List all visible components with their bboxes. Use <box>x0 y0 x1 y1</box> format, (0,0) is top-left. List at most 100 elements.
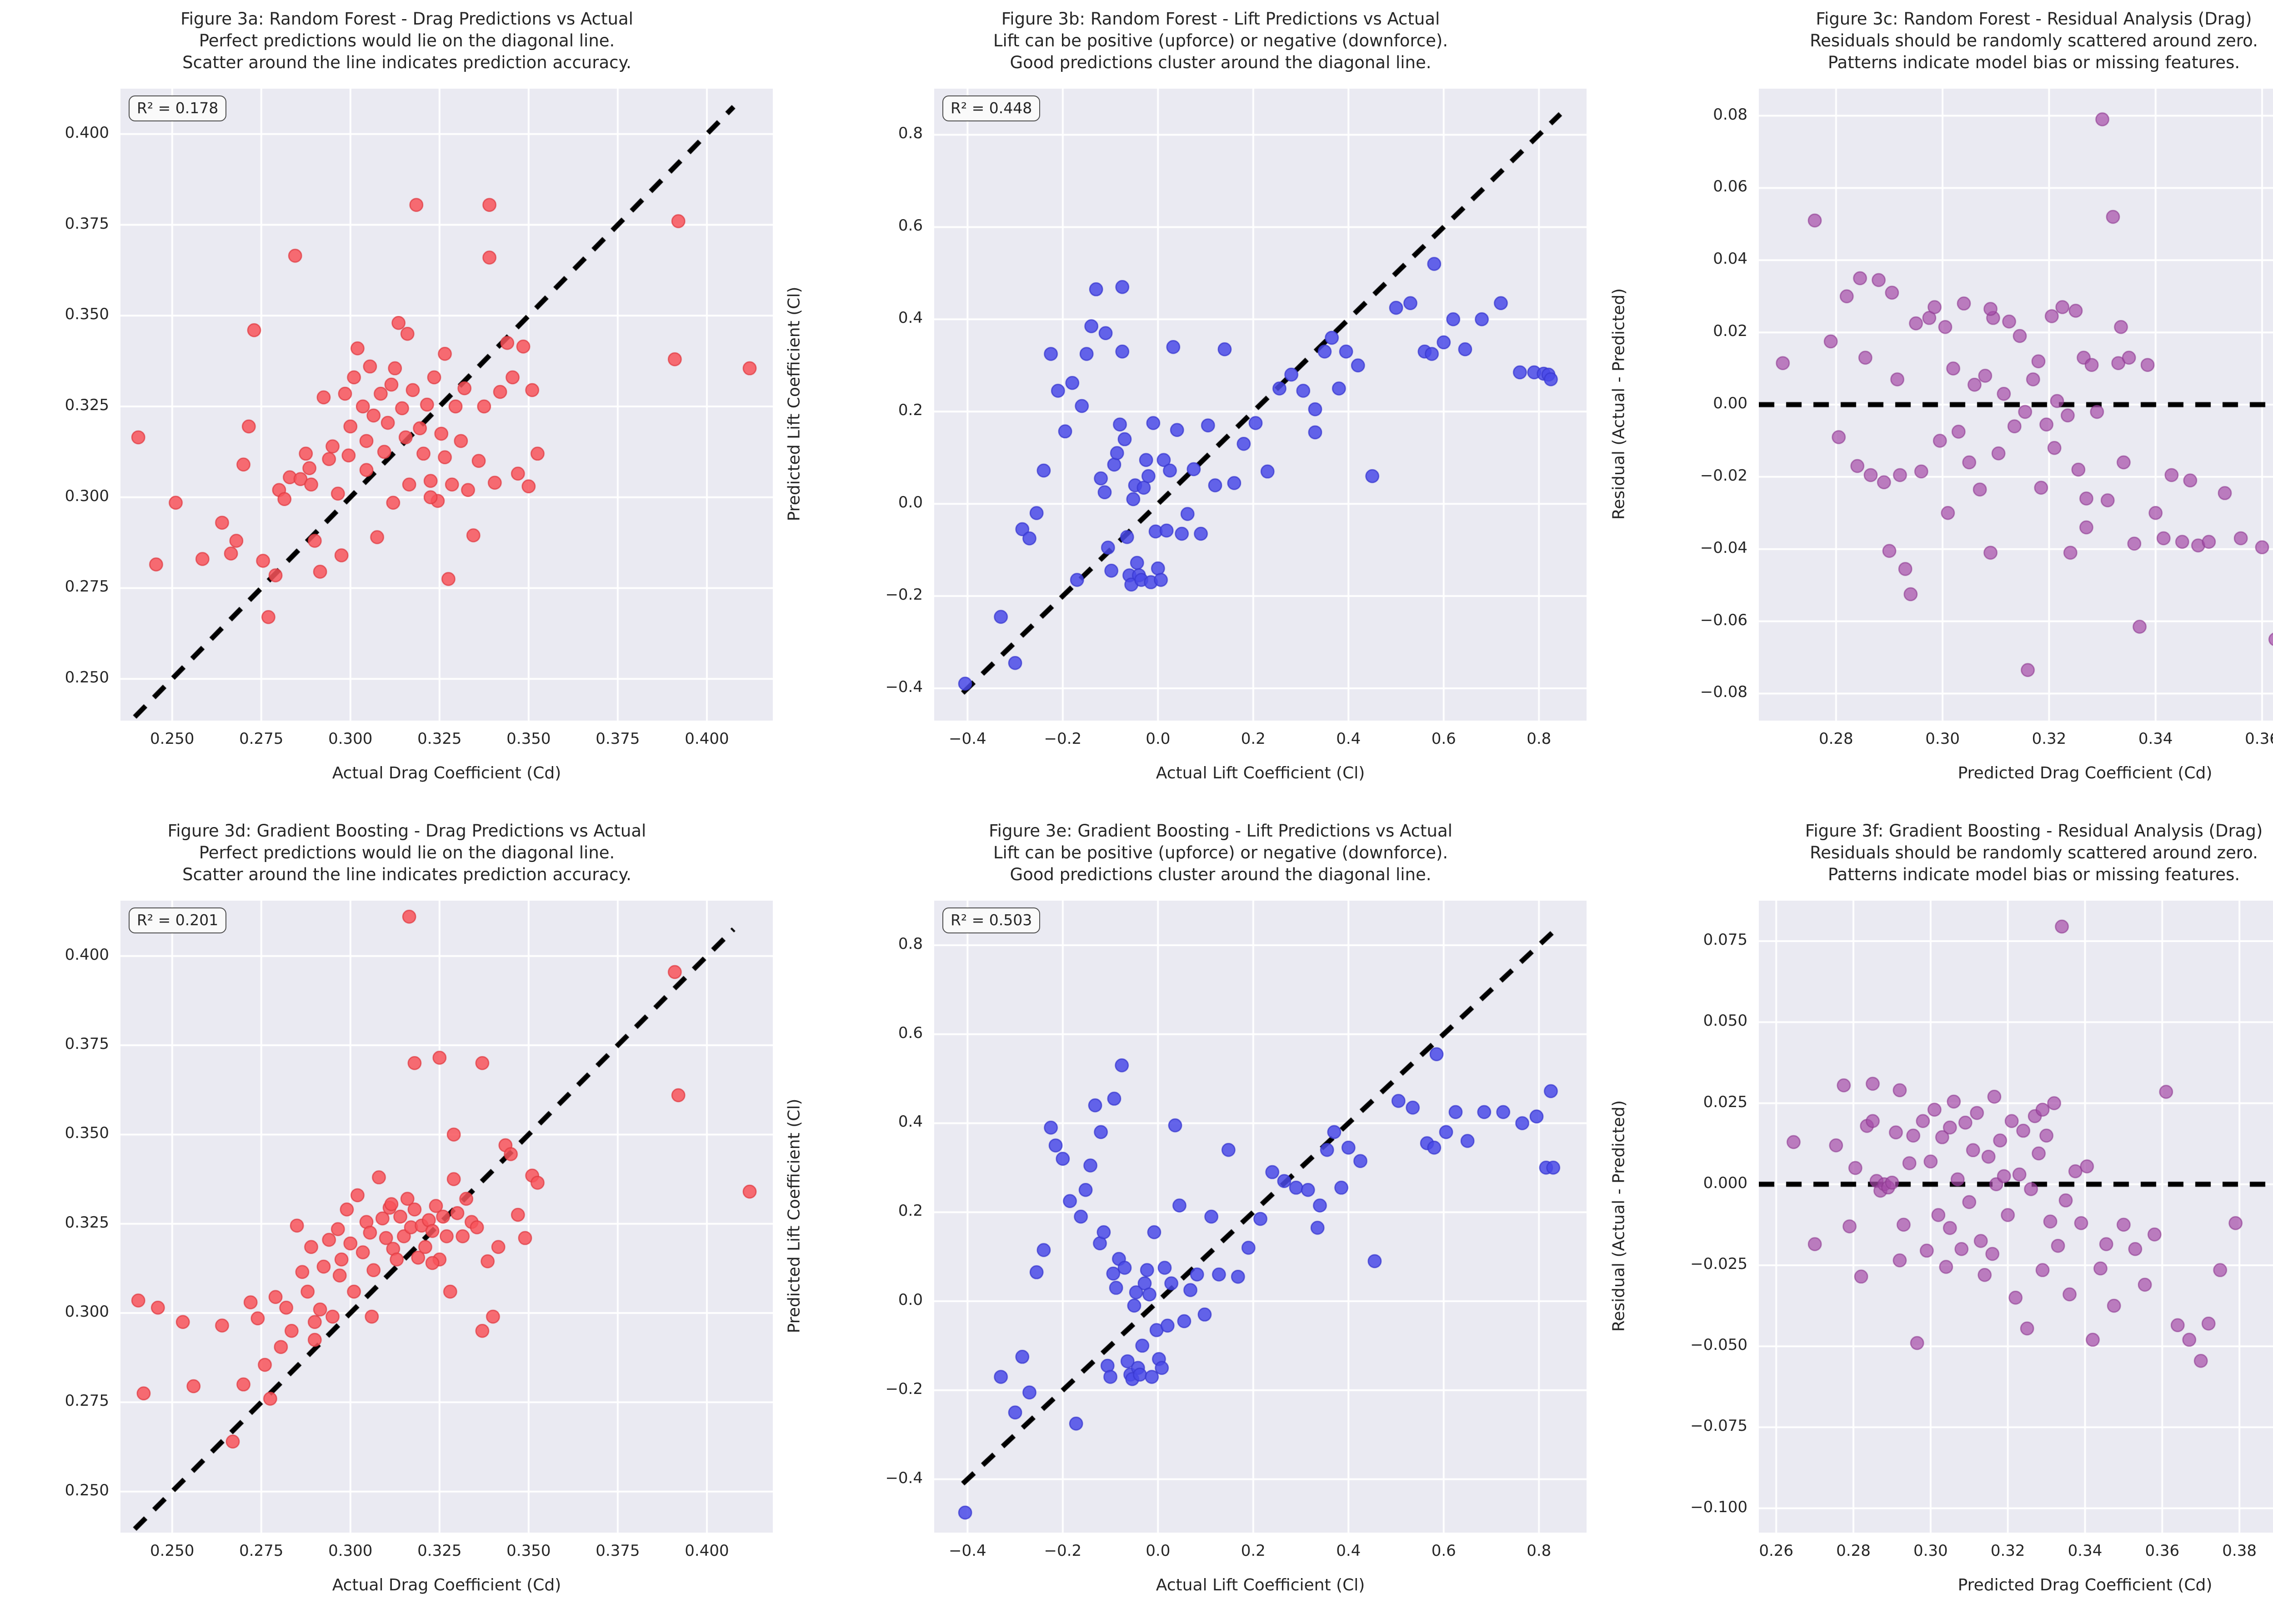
y-tick-label: 0.275 <box>65 577 109 596</box>
x-tick-label: 0.325 <box>417 730 462 748</box>
y-tick-label: 0.0 <box>898 493 923 512</box>
x-tick-label: −0.4 <box>949 730 986 748</box>
x-axis-label-fig3f: Predicted Drag Coefficient (Cd) <box>1958 1576 2213 1594</box>
x-tick-label: 0.350 <box>506 730 551 748</box>
y-tick-label: 0.4 <box>898 1113 923 1131</box>
x-tick-label: 0.4 <box>1336 1542 1361 1560</box>
y-tick-label: 0.350 <box>65 1124 109 1143</box>
y-tick-label: 0.250 <box>65 668 109 687</box>
x-tick-label: 0.0 <box>1146 1542 1171 1560</box>
panel-fig3c: Figure 3c: Random Forest - Residual Anal… <box>1610 0 2273 812</box>
y-tick-label: 0.400 <box>65 123 109 142</box>
x-tick-label: 0.32 <box>1990 1542 2025 1560</box>
x-tick-label: 0.325 <box>417 1542 462 1560</box>
y-tick-label: 0.06 <box>1713 177 1747 196</box>
panel-title-fig3d: Figure 3d: Gradient Boosting - Drag Pred… <box>167 821 646 885</box>
y-tick-label: 0.300 <box>65 1303 109 1321</box>
x-tick-label: 0.0 <box>1146 730 1171 748</box>
x-tick-label: 0.28 <box>1818 730 1853 748</box>
x-tick-label: 0.400 <box>685 1542 729 1560</box>
y-tick-label: 0.08 <box>1713 105 1747 124</box>
x-tick-label: 0.8 <box>1527 1542 1552 1560</box>
x-tick-label: 0.6 <box>1431 1542 1456 1560</box>
r-squared-badge-fig3a: R² = 0.178 <box>129 95 227 121</box>
x-tick-label: 0.275 <box>239 1542 284 1560</box>
x-axis-label-fig3b: Actual Lift Coefficient (Cl) <box>1156 764 1365 782</box>
y-tick-label: −0.025 <box>1690 1254 1747 1273</box>
x-tick-label: 0.275 <box>239 730 284 748</box>
x-tick-label: 0.38 <box>2222 1542 2257 1560</box>
panel-title-fig3f: Figure 3f: Gradient Boosting - Residual … <box>1805 821 2263 885</box>
y-tick-label: 0.2 <box>898 1202 923 1220</box>
plot-area-fig3b <box>934 89 1587 721</box>
x-tick-label: 0.300 <box>328 730 373 748</box>
r-squared-badge-fig3d: R² = 0.201 <box>129 907 227 933</box>
panel-fig3f: Figure 3f: Gradient Boosting - Residual … <box>1610 812 2273 1624</box>
plot-area-fig3f <box>1759 901 2273 1533</box>
y-tick-label: 0.375 <box>65 1035 109 1053</box>
x-tick-label: −0.2 <box>1044 1542 1082 1560</box>
x-tick-label: −0.4 <box>949 1542 986 1560</box>
x-tick-label: 0.30 <box>1925 730 1960 748</box>
x-tick-label: 0.375 <box>596 730 640 748</box>
y-tick-label: 0.325 <box>65 396 109 414</box>
y-tick-label: 0.025 <box>1703 1093 1747 1111</box>
y-tick-label: −0.2 <box>885 1379 923 1398</box>
x-tick-label: 0.250 <box>150 730 195 748</box>
plot-area-fig3e <box>934 901 1587 1533</box>
x-tick-label: 0.8 <box>1527 730 1552 748</box>
panel-fig3b: Figure 3b: Random Forest - Lift Predicti… <box>785 0 1627 812</box>
x-tick-label: 0.4 <box>1336 730 1361 748</box>
y-tick-label: 0.6 <box>898 216 923 235</box>
panel-fig3d: Figure 3d: Gradient Boosting - Drag Pred… <box>0 812 814 1624</box>
x-axis-label-fig3a: Actual Drag Coefficient (Cd) <box>332 764 561 782</box>
plot-area-fig3d <box>120 901 773 1533</box>
y-tick-label: 0.2 <box>898 401 923 420</box>
y-tick-label: 0.8 <box>898 124 923 143</box>
x-tick-label: −0.2 <box>1044 730 1082 748</box>
y-axis-label-fig3b: Predicted Lift Coefficient (Cl) <box>785 286 804 521</box>
plot-area-fig3a <box>120 89 773 721</box>
y-tick-label: 0.02 <box>1713 322 1747 341</box>
panel-title-fig3b: Figure 3b: Random Forest - Lift Predicti… <box>993 9 1448 73</box>
x-tick-label: 0.26 <box>1759 1542 1794 1560</box>
y-tick-label: 0.4 <box>898 309 923 327</box>
y-axis-label-fig3f: Residual (Actual - Predicted) <box>1609 1100 1628 1332</box>
y-tick-label: 0.050 <box>1703 1012 1747 1030</box>
y-tick-label: 0.300 <box>65 486 109 505</box>
x-tick-label: 0.40 <box>2262 1542 2273 1560</box>
x-tick-label: 0.30 <box>1913 1542 1948 1560</box>
y-tick-label: 0.375 <box>65 214 109 233</box>
r-squared-badge-fig3e: R² = 0.503 <box>942 907 1041 933</box>
y-tick-label: −0.2 <box>885 586 923 604</box>
panel-title-fig3c: Figure 3c: Random Forest - Residual Anal… <box>1810 9 2258 73</box>
x-tick-label: 0.36 <box>2245 730 2273 748</box>
y-axis-label-fig3e: Predicted Lift Coefficient (Cl) <box>785 1098 804 1333</box>
y-tick-label: 0.275 <box>65 1392 109 1410</box>
y-tick-label: 0.000 <box>1703 1173 1747 1192</box>
x-tick-label: 0.250 <box>150 1542 195 1560</box>
y-tick-label: −0.02 <box>1700 466 1747 485</box>
panel-fig3a: Figure 3a: Random Forest - Drag Predicti… <box>0 0 814 812</box>
y-tick-label: 0.0 <box>898 1290 923 1309</box>
x-tick-label: 0.34 <box>2138 730 2173 748</box>
y-tick-label: −0.4 <box>885 1469 923 1487</box>
x-tick-label: 0.36 <box>2145 1542 2180 1560</box>
x-tick-label: 0.300 <box>328 1542 373 1560</box>
y-tick-label: −0.075 <box>1690 1417 1747 1435</box>
panel-fig3e: Figure 3e: Gradient Boosting - Lift Pred… <box>785 812 1627 1624</box>
x-axis-label-fig3c: Predicted Drag Coefficient (Cd) <box>1958 764 2213 782</box>
x-tick-label: 0.375 <box>596 1542 640 1560</box>
x-tick-label: 0.400 <box>685 730 729 748</box>
x-axis-label-fig3e: Actual Lift Coefficient (Cl) <box>1156 1576 1365 1594</box>
y-tick-label: 0.400 <box>65 945 109 964</box>
y-tick-label: 0.8 <box>898 934 923 953</box>
x-tick-label: 0.350 <box>506 1542 551 1560</box>
y-tick-label: −0.04 <box>1700 538 1747 557</box>
panel-title-fig3e: Figure 3e: Gradient Boosting - Lift Pred… <box>989 821 1452 885</box>
y-tick-label: 0.325 <box>65 1213 109 1232</box>
x-tick-label: 0.32 <box>2032 730 2067 748</box>
x-tick-label: 0.6 <box>1431 730 1456 748</box>
y-tick-label: 0.350 <box>65 305 109 324</box>
